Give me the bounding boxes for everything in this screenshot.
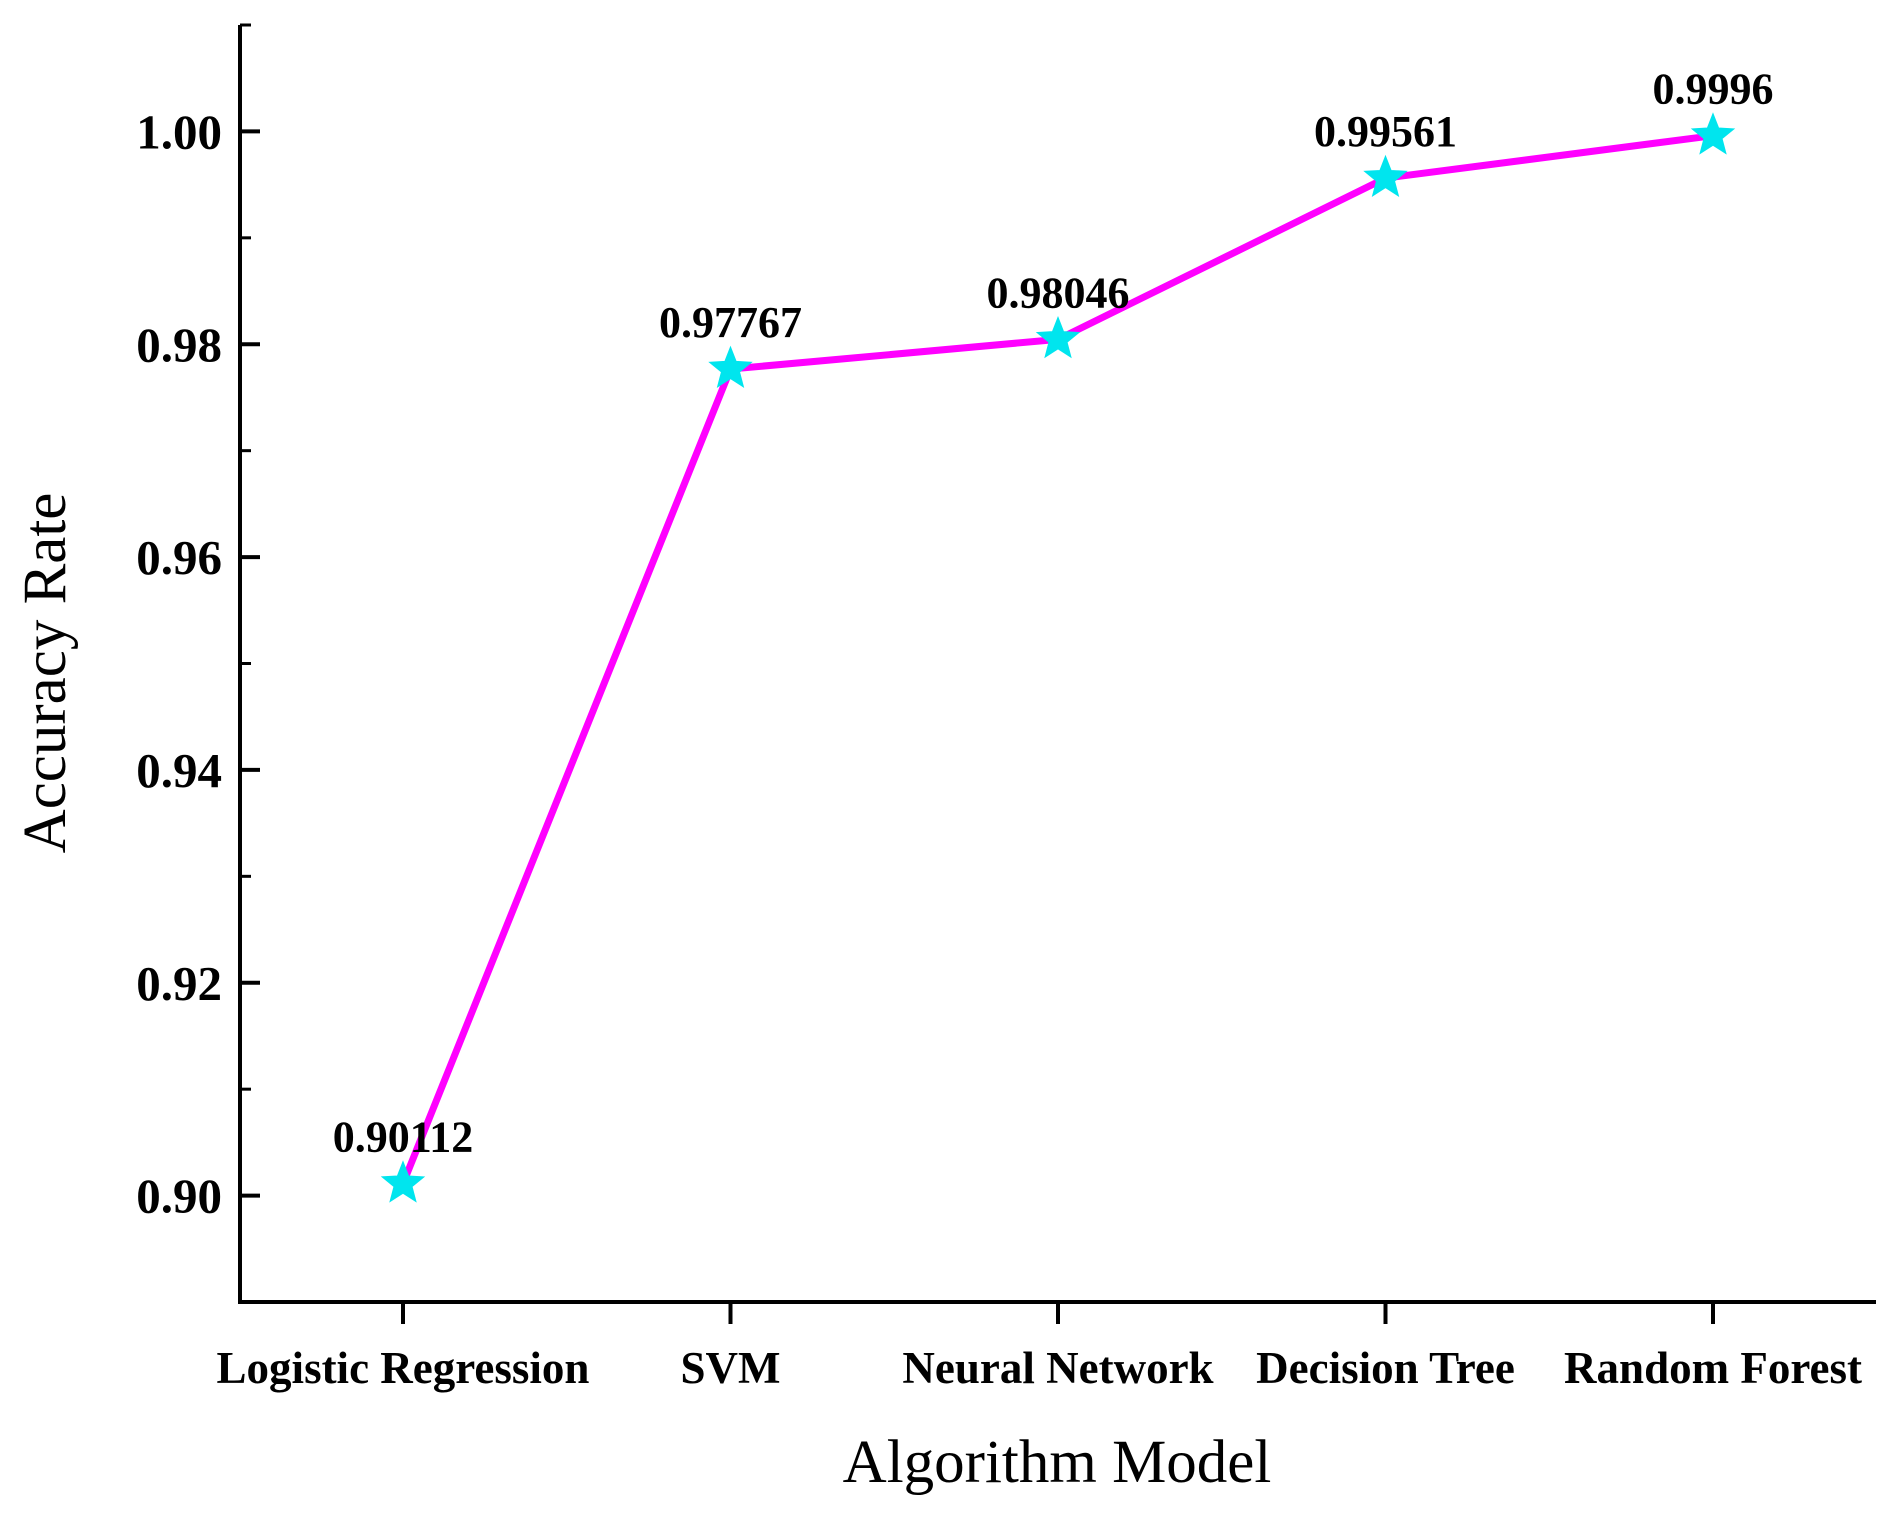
axes xyxy=(238,25,1876,1304)
y-tick-label: 1.00 xyxy=(136,104,222,159)
x-tick-label: Logistic Regression xyxy=(217,1343,590,1393)
y-axis-title: Accuracy Rate xyxy=(12,493,79,854)
x-tick-label: Random Forest xyxy=(1564,1343,1862,1393)
y-ticks: 0.90 0.92 0.94 0.96 0.98 1.00 xyxy=(136,23,260,1304)
y-tick-label: 0.92 xyxy=(136,956,222,1011)
x-tick-label: Neural Network xyxy=(902,1343,1213,1393)
data-point-star xyxy=(1690,112,1736,155)
x-tick-label: SVM xyxy=(681,1343,781,1393)
data-label: 0.97767 xyxy=(659,298,802,347)
x-axis-title: Algorithm Model xyxy=(843,1429,1272,1496)
y-tick-label: 0.98 xyxy=(136,317,222,372)
data-label: 0.98046 xyxy=(987,268,1130,317)
data-label: 0.9996 xyxy=(1653,65,1774,114)
data-point-star xyxy=(380,1160,426,1203)
x-ticks: Logistic Regression SVM Neural Network Deci… xyxy=(217,1302,1862,1393)
y-tick-label: 0.94 xyxy=(136,743,222,798)
y-tick-label: 0.96 xyxy=(136,530,222,585)
data-point-star xyxy=(708,345,753,388)
x-tick-label: Decision Tree xyxy=(1256,1343,1515,1393)
markers xyxy=(380,112,1736,1203)
data-label: 0.99561 xyxy=(1314,107,1457,156)
data-point-star xyxy=(1363,154,1408,198)
data-labels: 0.90112 0.97767 0.98046 0.99561 0.9996 xyxy=(333,65,1774,1162)
data-label: 0.90112 xyxy=(333,1113,474,1162)
data-point-star xyxy=(1035,315,1081,359)
y-tick-label: 0.90 xyxy=(136,1169,222,1224)
